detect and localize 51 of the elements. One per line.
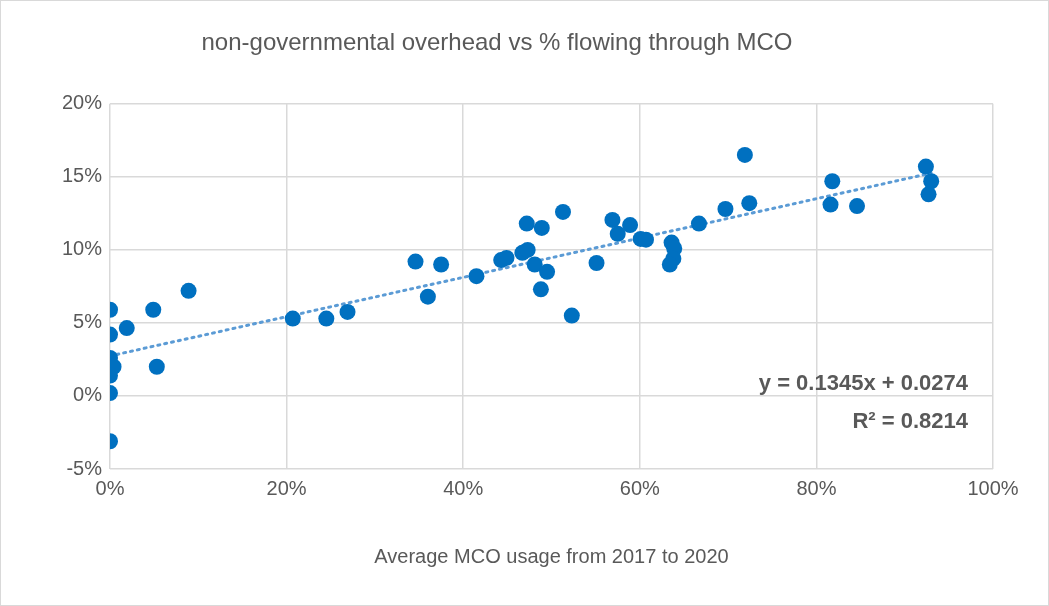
point xyxy=(917,158,934,175)
point xyxy=(622,217,639,234)
point xyxy=(180,282,197,299)
point xyxy=(498,249,515,266)
annotation: R² = 0.8214 xyxy=(852,407,969,433)
point xyxy=(741,195,758,212)
point xyxy=(539,263,556,280)
point xyxy=(563,307,580,324)
point xyxy=(736,146,753,163)
y-tick-label: -5% xyxy=(66,456,103,479)
chart-title: non-governmental overhead vs % flowing through MCO xyxy=(201,28,793,56)
point xyxy=(318,310,335,327)
x-axis-title: Average MCO usage from 2017 to 2020 xyxy=(374,544,729,567)
point xyxy=(609,225,626,242)
x-tick-label: 100% xyxy=(967,476,1019,499)
point xyxy=(661,256,678,273)
y-tick-label: 15% xyxy=(61,164,103,187)
y-tick-label: 5% xyxy=(73,310,103,333)
point xyxy=(532,281,549,298)
point xyxy=(518,215,535,232)
x-tick-label: 0% xyxy=(95,476,125,499)
y-tick-label: 20% xyxy=(61,91,103,114)
point xyxy=(604,211,621,228)
annotation: y = 0.1345x + 0.0274 xyxy=(758,369,969,395)
point xyxy=(554,203,571,220)
point xyxy=(822,196,839,213)
point xyxy=(148,358,165,375)
x-tick-label: 80% xyxy=(796,476,837,499)
point xyxy=(717,200,734,217)
point xyxy=(407,253,424,270)
point xyxy=(824,173,841,190)
point xyxy=(920,186,937,203)
point xyxy=(468,268,485,285)
point xyxy=(923,173,940,190)
point xyxy=(690,215,707,232)
point xyxy=(849,198,866,215)
y-tick-label: 0% xyxy=(73,383,103,406)
point xyxy=(433,256,450,273)
point xyxy=(588,255,605,272)
point xyxy=(339,303,356,320)
x-tick-label: 20% xyxy=(266,476,307,499)
point xyxy=(284,310,301,327)
point xyxy=(519,241,536,258)
point xyxy=(118,320,135,337)
x-tick-label: 60% xyxy=(619,476,661,499)
point xyxy=(526,256,543,273)
point xyxy=(145,301,162,318)
point xyxy=(419,288,436,305)
x-tick-label: 40% xyxy=(443,476,484,499)
point xyxy=(533,219,550,236)
y-tick-label: 10% xyxy=(61,237,103,260)
